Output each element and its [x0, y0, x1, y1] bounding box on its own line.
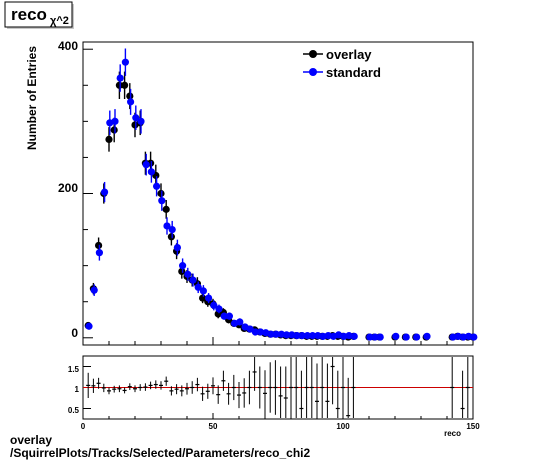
standard-point	[95, 249, 103, 257]
standard-point	[163, 222, 171, 230]
title-sub: χ^2	[50, 15, 69, 27]
standard-point	[85, 322, 93, 330]
ratio-y-tick-labels: 1.5 1 0.5	[68, 365, 80, 415]
standard-point	[298, 332, 306, 340]
standard-point	[423, 332, 431, 340]
title-main: reco	[11, 5, 47, 24]
standard-point	[142, 161, 150, 169]
standard-point	[116, 74, 124, 82]
standard-point	[121, 58, 129, 66]
standard-point	[153, 182, 161, 190]
overlay-point	[95, 241, 103, 250]
ratio-axis-ticks	[82, 366, 474, 419]
ratio-x-tick-labels: 0 50 100 150	[81, 422, 480, 431]
overlay-point	[157, 189, 165, 198]
standard-point	[111, 117, 119, 125]
ratio-y-tick-label-1: 1	[75, 385, 80, 394]
standard-point	[366, 333, 374, 341]
x-tick-label-100: 100	[336, 422, 350, 431]
standard-point	[194, 283, 202, 291]
overlay-point	[162, 205, 170, 213]
standard-point	[147, 168, 155, 176]
standard-point	[215, 305, 223, 313]
standard-point	[251, 328, 259, 336]
main-data-series	[84, 48, 478, 341]
legend-marker-overlay	[309, 50, 317, 58]
standard-point	[470, 333, 478, 341]
standard-point	[127, 98, 135, 106]
standard-point	[293, 332, 301, 340]
standard-point	[168, 225, 176, 234]
overlay-point	[121, 81, 129, 89]
legend: overlay standard	[303, 47, 381, 80]
y-axis-label: Number of Entries	[25, 46, 39, 150]
standard-point	[210, 301, 218, 309]
standard-point	[199, 287, 207, 295]
standard-point	[158, 197, 166, 205]
standard-point	[220, 312, 228, 320]
y-tick-label-400: 400	[58, 39, 78, 53]
y-tick-label-200: 200	[58, 181, 78, 195]
x-tick-label-50: 50	[209, 422, 218, 431]
standard-point	[376, 333, 384, 341]
standard-point	[413, 333, 421, 341]
legend-label-standard: standard	[326, 65, 381, 80]
overlay-point	[199, 294, 207, 302]
standard-point	[101, 188, 109, 196]
standard-point	[309, 332, 317, 340]
ratio-y-tick-label-0.5: 0.5	[68, 406, 80, 415]
standard-point	[350, 332, 358, 340]
standard-point	[179, 262, 187, 270]
main-plot-frame	[82, 41, 474, 346]
standard-point	[303, 332, 311, 340]
standard-point	[137, 117, 145, 125]
y-tick-label-0: 0	[71, 326, 78, 340]
standard-point	[205, 294, 213, 302]
standard-point	[371, 333, 379, 341]
standard-point	[90, 286, 98, 294]
overlay-point	[178, 267, 186, 276]
standard-point	[189, 276, 197, 284]
standard-point	[272, 330, 280, 338]
main-y-tick-labels: 400 200 0	[58, 39, 78, 340]
standard-point	[184, 270, 192, 278]
standard-point	[402, 333, 410, 341]
legend-marker-standard	[309, 68, 317, 76]
footer-path: /SquirrelPlots/Tracks/Selected/Parameter…	[10, 446, 311, 460]
overlay-point	[115, 81, 123, 89]
overlay-point	[167, 233, 175, 241]
title-box-frame	[4, 1, 73, 28]
ratio-x-axis-label: reco	[444, 429, 461, 438]
overlay-point	[110, 126, 118, 134]
main-axis-ticks	[82, 48, 474, 345]
footer-line-1: overlay	[10, 433, 53, 447]
standard-point	[225, 312, 233, 320]
standard-point	[283, 331, 291, 339]
standard-point	[236, 318, 244, 326]
legend-label-overlay: overlay	[326, 47, 372, 62]
standard-point	[392, 332, 400, 340]
x-tick-label-0: 0	[81, 422, 86, 431]
title-box: reco χ^2	[4, 1, 74, 29]
standard-point	[173, 244, 181, 252]
x-tick-label-150: 150	[466, 422, 480, 431]
overlay-point	[126, 92, 134, 100]
standard-point	[267, 330, 275, 338]
ratio-data-series	[86, 357, 470, 418]
standard-point	[132, 114, 140, 122]
ratio-y-tick-label-1.5: 1.5	[68, 365, 80, 374]
overlay-point	[105, 135, 113, 143]
